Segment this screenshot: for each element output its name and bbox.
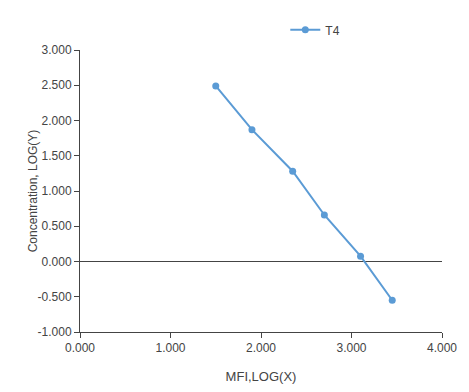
- svg-text:2.000: 2.000: [246, 341, 276, 355]
- svg-text:Concentration, LOG(Y): Concentration, LOG(Y): [26, 130, 40, 253]
- svg-text:3.000: 3.000: [42, 43, 72, 57]
- svg-text:3.000: 3.000: [336, 341, 366, 355]
- svg-text:2.500: 2.500: [42, 78, 72, 92]
- svg-text:0.500: 0.500: [42, 219, 72, 233]
- svg-text:0.000: 0.000: [42, 255, 72, 269]
- svg-text:MFI,LOG(X): MFI,LOG(X): [226, 369, 297, 384]
- svg-text:2.000: 2.000: [42, 114, 72, 128]
- svg-text:0.000: 0.000: [65, 341, 95, 355]
- svg-text:-0.500: -0.500: [38, 290, 72, 304]
- svg-text:1.000: 1.000: [42, 184, 72, 198]
- svg-text:-1.000: -1.000: [38, 325, 72, 339]
- svg-text:T4: T4: [325, 24, 339, 38]
- svg-text:1.000: 1.000: [155, 341, 185, 355]
- svg-text:4.000: 4.000: [427, 341, 457, 355]
- svg-text:1.500: 1.500: [42, 149, 72, 163]
